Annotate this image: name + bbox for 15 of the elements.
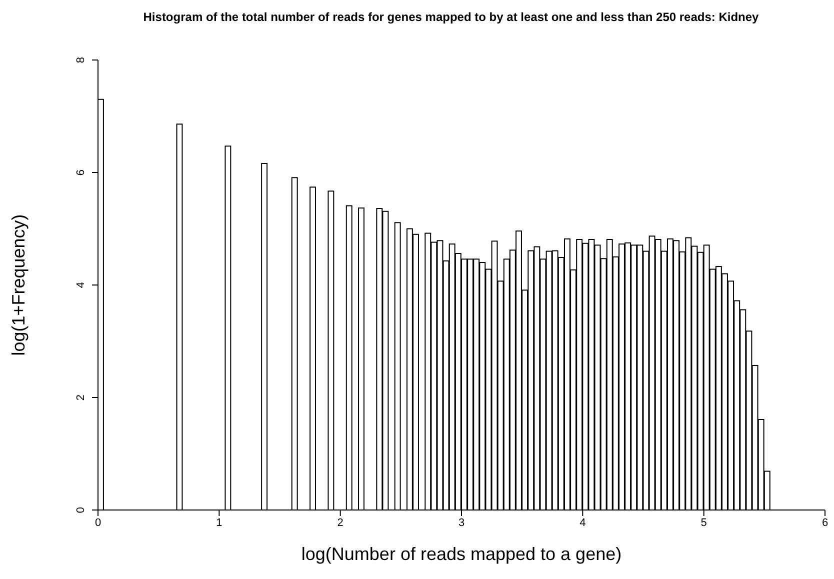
x-tick-label: 1 — [216, 516, 222, 529]
x-tick-label: 2 — [337, 516, 344, 529]
y-tick-label: 0 — [75, 506, 87, 514]
x-tick-label: 3 — [458, 516, 465, 529]
y-tick-label: 2 — [75, 394, 87, 401]
chart-title: Histogram of the total number of reads for genes mapped to by at least one and less than 250 reads: Kidney — [142, 10, 760, 24]
x-tick-label: 5 — [700, 516, 707, 529]
y-axis-title: log(1+Frequency) — [8, 214, 28, 356]
x-axis-title: log(Number of reads mapped to a gene) — [301, 544, 622, 564]
x-tick-label: 6 — [822, 516, 828, 529]
x-tick-label: 0 — [94, 516, 102, 529]
x-tick-label: 4 — [580, 516, 586, 529]
y-tick-label: 4 — [75, 282, 87, 288]
y-tick-label: 8 — [75, 56, 87, 64]
y-tick-label: 6 — [75, 169, 87, 176]
